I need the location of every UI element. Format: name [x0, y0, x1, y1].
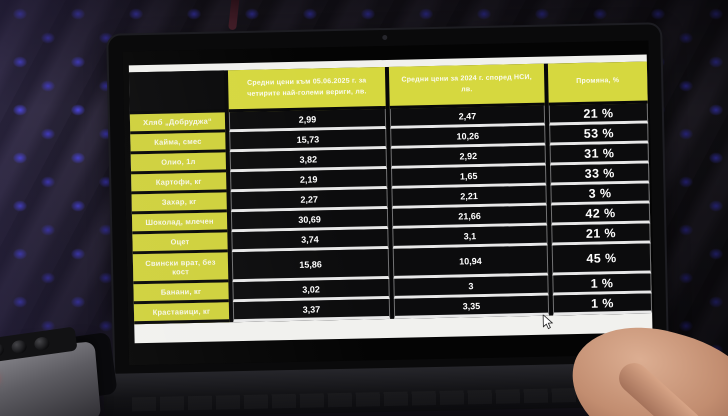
- change-cell: 53 %: [549, 123, 649, 146]
- presenter-finger: [612, 356, 708, 416]
- webcam-icon: [382, 34, 388, 41]
- mixer-knob-icon: [0, 342, 5, 358]
- laptop-screen-bezel: Средни цени към 05.06.2025 г. за четирит…: [108, 24, 668, 376]
- laptop: Средни цени към 05.06.2025 г. за четирит…: [96, 16, 677, 416]
- change-cell: 1 %: [552, 273, 652, 296]
- header-change: Промяна, %: [547, 61, 648, 106]
- header-avg-2025: Средни цени към 05.06.2025 г. за четирит…: [227, 66, 386, 113]
- product-label: Захар, кг: [131, 192, 227, 215]
- change-cell: 21 %: [551, 223, 651, 246]
- product-label: Оцет: [132, 232, 228, 255]
- change-cell: 3 %: [550, 183, 650, 206]
- price-2025-cell: 3,37: [232, 298, 391, 323]
- change-cell: 45 %: [551, 243, 652, 276]
- mouse-cursor-icon: [542, 313, 554, 330]
- product-label: Банани, кг: [133, 282, 229, 305]
- product-label: Картофи, кг: [131, 172, 227, 195]
- price-table: Средни цени към 05.06.2025 г. за четирит…: [128, 61, 653, 325]
- product-label: Шоколад, млечен: [131, 212, 228, 235]
- change-cell: 31 %: [549, 143, 649, 166]
- mixer-knob-icon: [33, 335, 51, 351]
- price-2024-cell: 10,94: [392, 245, 549, 279]
- product-label: Олио, 1л: [130, 152, 227, 175]
- price-2025-cell: 15,86: [231, 248, 390, 283]
- product-label: Свински врат, без кост: [132, 252, 229, 285]
- product-label: Кайма, смес: [130, 132, 226, 155]
- product-label: Хляб „Добруджа“: [129, 112, 226, 135]
- mixer-knob-icon: [10, 338, 28, 354]
- change-cell: 1 %: [552, 293, 653, 316]
- change-cell: 21 %: [548, 103, 649, 126]
- change-cell: 42 %: [550, 203, 651, 226]
- presentation-slide: Средни цени към 05.06.2025 г. за четирит…: [128, 54, 653, 344]
- laptop-display: Средни цени към 05.06.2025 г. за четирит…: [122, 40, 655, 366]
- change-cell: 33 %: [550, 163, 650, 186]
- audio-mixer-device: [0, 326, 102, 416]
- corner-cell: [128, 70, 225, 115]
- header-avg-2024: Средни цени за 2024 г. според НСИ, лв.: [388, 63, 545, 109]
- keyboard-keys: [131, 386, 648, 412]
- product-label: Краставици, кг: [133, 302, 230, 325]
- price-2024-cell: 3,35: [393, 295, 550, 319]
